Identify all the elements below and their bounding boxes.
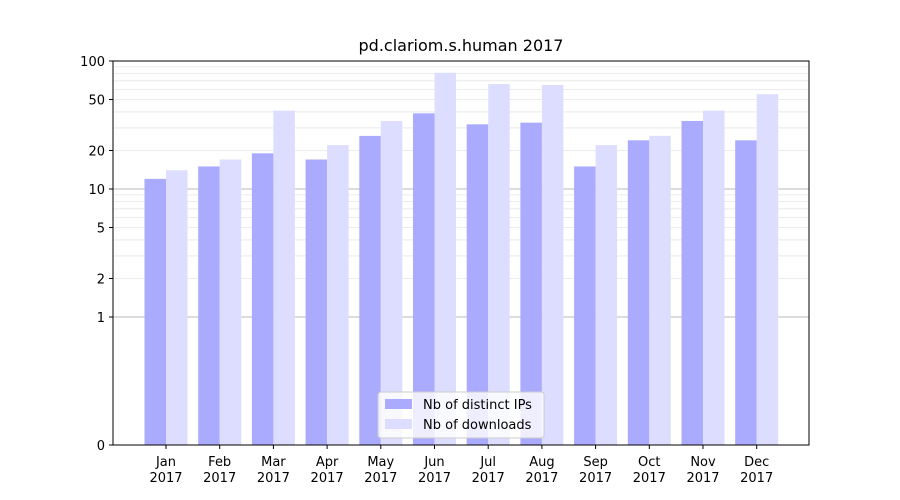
bar-distinct-ips [305,159,328,445]
legend-box [377,391,545,439]
x-axis: Jan2017Feb2017Mar2017Apr2017May2017Jun20… [149,445,773,486]
legend-swatch [385,419,412,429]
bar-distinct-ips [520,122,542,445]
x-tick-label-year: 2017 [740,471,773,486]
x-tick-label-month: Apr [316,455,339,470]
bar-downloads [380,120,403,445]
x-tick-label-year: 2017 [525,471,558,486]
y-tick-label: 5 [97,222,105,237]
bar-distinct-ips [198,166,220,445]
y-axis: 0 1 2 5 10 20 50 100 [80,55,113,454]
bars [144,72,779,446]
bar-downloads [327,145,349,445]
y-tick-label: 100 [80,55,105,70]
x-tick-label-month: Nov [690,455,716,470]
bar-distinct-ips [359,135,381,445]
legend-label: Nb of distinct IPs [423,398,532,413]
bar-downloads [756,94,779,445]
x-tick-label-year: 2017 [149,471,182,486]
bar-distinct-ips [735,140,757,446]
x-tick-label-month: Jan [155,455,176,470]
bar-distinct-ips [627,140,650,446]
x-tick-label-month: May [367,455,394,470]
bar-downloads [434,72,456,445]
legend: Nb of distinct IPs Nb of downloads [377,391,545,439]
x-tick-label-year: 2017 [257,471,290,486]
x-tick-label-year: 2017 [311,471,344,486]
bar-downloads [595,145,618,445]
x-tick-label-month: Jul [479,455,496,470]
bar-downloads [649,135,671,445]
x-tick-label-month: Sep [583,455,608,470]
y-tick-label: 1 [97,311,105,326]
bar-downloads [273,110,295,446]
y-tick-label: 20 [88,144,105,159]
y-tick-label: 0 [97,439,105,454]
y-tick-label: 2 [97,272,105,287]
x-tick-label-year: 2017 [203,471,236,486]
bar-downloads [219,159,242,445]
bar-downloads [541,84,564,446]
bar-distinct-ips [574,166,596,445]
legend-swatch [385,399,412,409]
x-tick-label-year: 2017 [579,471,612,486]
legend-label: Nb of downloads [423,418,532,433]
x-tick-label-year: 2017 [686,471,719,486]
x-tick-label-year: 2017 [418,471,451,486]
bar-distinct-ips [251,153,274,446]
x-tick-label-month: Oct [638,455,660,470]
x-tick-label-year: 2017 [472,471,505,486]
bar-distinct-ips [144,178,166,445]
bar-downloads [488,84,510,445]
x-tick-label-month: Feb [208,455,231,470]
bar-distinct-ips [681,120,703,445]
bar-distinct-ips [466,124,489,445]
x-tick-label-month: Mar [261,455,286,470]
x-tick-label-year: 2017 [633,471,666,486]
bar-downloads [166,170,188,446]
x-tick-label-year: 2017 [364,471,397,486]
y-tick-label: 10 [88,183,105,198]
x-tick-label-month: Aug [529,455,554,470]
y-tick-label: 50 [88,94,105,109]
x-tick-label-month: Jun [423,455,444,470]
x-tick-label-month: Dec [744,455,769,470]
plot-frame [112,60,810,446]
bar-downloads [703,110,725,446]
chart-title: pd.clariom.s.human 2017 [359,36,564,55]
bar-distinct-ips [413,113,435,446]
